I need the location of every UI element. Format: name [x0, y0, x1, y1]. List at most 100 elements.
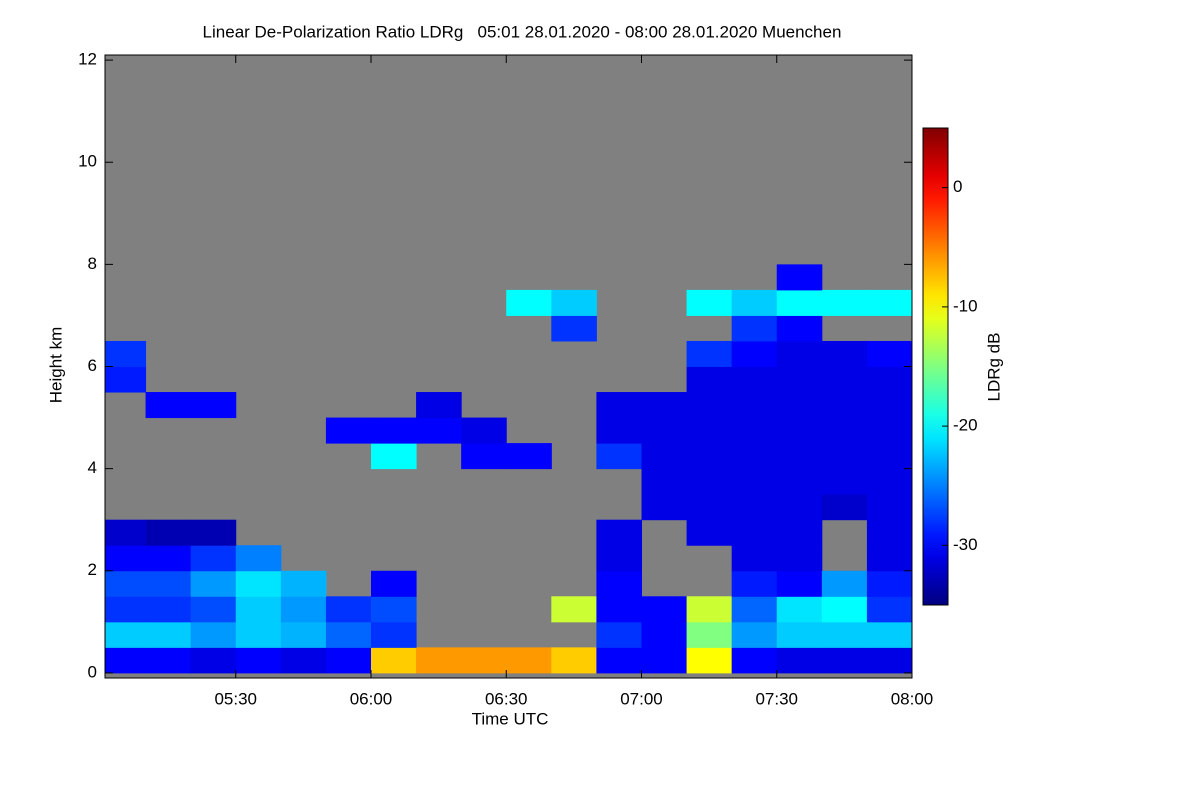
heatmap-cell	[731, 366, 778, 393]
heatmap-cell	[731, 545, 778, 572]
heatmap-cell	[641, 596, 688, 623]
heatmap-cell	[866, 596, 913, 623]
heatmap-cell	[686, 494, 733, 521]
heatmap-cell	[596, 596, 642, 623]
colorbar-tick-label: -30	[953, 535, 978, 554]
colorbar-tick-label: 0	[953, 177, 962, 196]
heatmap-cell	[641, 647, 688, 674]
heatmap-cell	[731, 315, 778, 342]
heatmap-cell	[596, 417, 642, 444]
heatmap-cell	[416, 647, 462, 674]
heatmap-cell	[776, 647, 823, 674]
heatmap-cell	[596, 621, 642, 648]
heatmap-cell	[370, 417, 417, 444]
heatmap-cell	[821, 392, 868, 419]
heatmap-cell	[641, 392, 688, 419]
heatmap-cell	[596, 570, 642, 597]
colorbar-tick-label: -20	[953, 416, 978, 435]
heatmap-cell	[731, 621, 778, 648]
heatmap-cell	[821, 417, 868, 444]
heatmap-cell	[641, 417, 688, 444]
heatmap-cell	[686, 596, 733, 623]
heatmap-cell	[686, 392, 733, 419]
heatmap-cell	[551, 596, 597, 623]
heatmap-cell	[776, 392, 823, 419]
heatmap-cell	[551, 647, 597, 674]
heatmap-cell	[461, 647, 507, 674]
heatmap-cell	[821, 647, 868, 674]
y-tick-label: 0	[88, 662, 97, 681]
heatmap-cell	[776, 289, 823, 316]
heatmap-cell	[731, 519, 778, 546]
x-tick-label: 05:30	[214, 689, 257, 708]
heatmap-cell	[821, 570, 868, 597]
y-tick-label: 6	[88, 356, 97, 375]
heatmap-cell	[190, 621, 237, 648]
heatmap-cell	[280, 621, 327, 648]
heatmap-cell	[731, 289, 778, 316]
heatmap-cell	[190, 545, 237, 572]
heatmap-cell	[641, 494, 688, 521]
heatmap-cell	[105, 647, 147, 674]
heatmap-cell	[866, 494, 913, 521]
heatmap-cell	[325, 621, 372, 648]
heatmap-cell	[105, 570, 147, 597]
heatmap-cell	[325, 647, 372, 674]
heatmap-cell	[686, 443, 733, 470]
heatmap-cell	[686, 647, 733, 674]
heatmap-cell	[190, 596, 237, 623]
heatmap-cell	[551, 289, 597, 316]
heatmap-cell	[776, 468, 823, 495]
heatmap-cell	[731, 494, 778, 521]
heatmap-cell	[686, 468, 733, 495]
heatmap-cell	[776, 443, 823, 470]
heatmap-cell	[866, 621, 913, 648]
y-tick-label: 8	[88, 254, 97, 273]
heatmap-cell	[145, 647, 192, 674]
heatmap-cell	[145, 621, 192, 648]
heatmap-cell	[190, 519, 237, 546]
heatmap-cell	[461, 443, 507, 470]
heatmap-cell	[506, 443, 552, 470]
heatmap-cell	[776, 621, 823, 648]
heatmap-cell	[686, 417, 733, 444]
heatmap-cell	[325, 596, 372, 623]
heatmap-cell	[731, 417, 778, 444]
x-axis-label: Time UTC	[472, 709, 549, 728]
heatmap-cell	[776, 340, 823, 367]
y-tick-label: 12	[78, 50, 97, 69]
heatmap-cell	[731, 647, 778, 674]
heatmap-cell	[551, 315, 597, 342]
heatmap-cell	[866, 519, 913, 546]
heatmap-cell	[731, 443, 778, 470]
heatmap-cell	[821, 468, 868, 495]
heatmap-cell	[776, 519, 823, 546]
heatmap-cell	[370, 443, 417, 470]
heatmap-cell	[105, 340, 147, 367]
heatmap-cell	[641, 468, 688, 495]
heatmap-cell	[686, 366, 733, 393]
heatmap-cell	[866, 340, 913, 367]
heatmap-cell	[235, 596, 282, 623]
heatmap-cell	[105, 519, 147, 546]
heatmap-cell	[821, 621, 868, 648]
heatmap-cell	[416, 392, 462, 419]
heatmap-cell	[596, 443, 642, 470]
heatmap-cell	[866, 289, 913, 316]
heatmap-cell	[145, 519, 192, 546]
heatmap-cell	[235, 545, 282, 572]
heatmap-cell	[731, 340, 778, 367]
heatmap-cell	[731, 596, 778, 623]
heatmap-cell	[821, 289, 868, 316]
heatmap-cell	[641, 621, 688, 648]
heatmap-cell	[461, 417, 507, 444]
x-tick-label: 06:00	[350, 689, 393, 708]
heatmap-cell	[370, 570, 417, 597]
heatmap-cell	[190, 647, 237, 674]
heatmap-cell	[370, 621, 417, 648]
heatmap-cell	[866, 570, 913, 597]
heatmap-cell	[190, 392, 237, 419]
heatmap-cell	[145, 545, 192, 572]
